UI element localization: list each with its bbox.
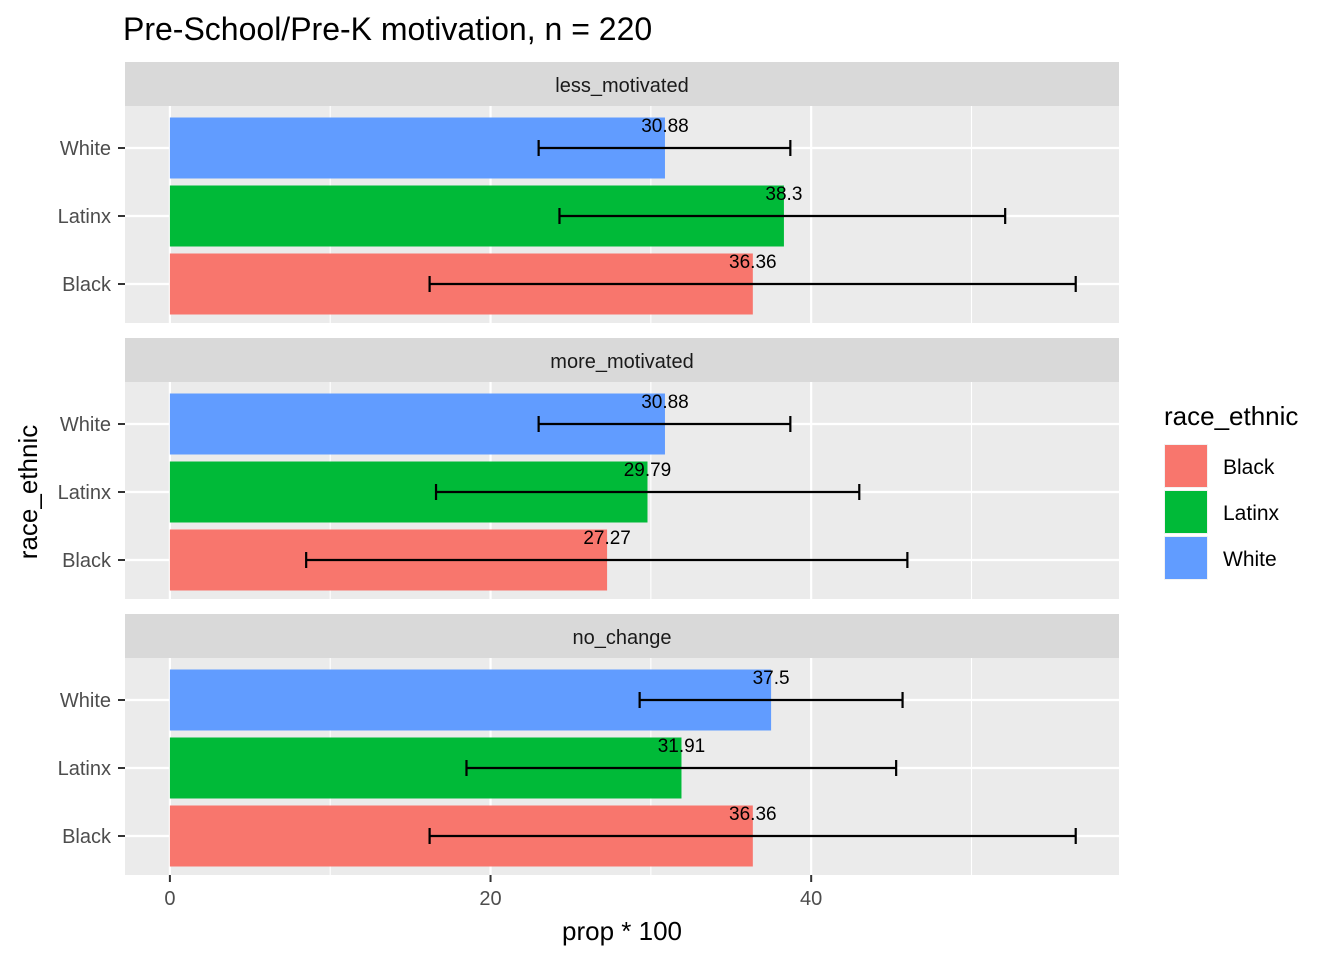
y-tick-label: White — [60, 414, 111, 436]
data-label: 38.3 — [765, 184, 802, 205]
facet-strip — [125, 338, 1119, 382]
y-axis-title: race_ethnic — [13, 425, 43, 559]
facet-strip-label: no_change — [573, 627, 672, 649]
data-label: 30.88 — [641, 116, 689, 137]
data-label: 29.79 — [624, 460, 672, 481]
facet-panel-less_motivated: less_motivated 30.88 White 38.3 Latinx 36.36 B… — [58, 62, 1119, 323]
legend-keys: Black Latinx White — [1164, 444, 1280, 580]
data-label: 36.36 — [729, 252, 777, 273]
legend-label: White — [1223, 548, 1277, 571]
data-label: 37.5 — [753, 668, 790, 689]
facet-strip-label: less_motivated — [555, 75, 688, 97]
legend-label: Black — [1223, 456, 1275, 479]
x-axis-title: prop * 100 — [562, 916, 682, 946]
y-tick-label: Latinx — [58, 206, 111, 228]
chart-title: Pre-School/Pre-K motivation, n = 220 — [123, 11, 652, 47]
data-label: 31.91 — [658, 736, 706, 757]
facet-strip — [125, 614, 1119, 658]
y-tick-label: White — [60, 138, 111, 160]
x-tick-label: 0 — [164, 888, 175, 910]
legend-swatch-latinx — [1165, 491, 1207, 533]
y-tick-label: Black — [62, 274, 112, 296]
data-label: 36.36 — [729, 804, 777, 825]
facet-strip — [125, 62, 1119, 106]
y-tick-label: Black — [62, 550, 112, 572]
x-tick-label: 20 — [479, 888, 501, 910]
y-tick-label: Latinx — [58, 482, 111, 504]
data-label: 27.27 — [583, 528, 631, 549]
y-tick-label: Black — [62, 826, 112, 848]
data-label: 30.88 — [641, 392, 689, 413]
legend: race_ethnic Black Latinx White — [1164, 401, 1298, 580]
legend-title: race_ethnic — [1164, 401, 1298, 431]
legend-swatch-black — [1165, 445, 1207, 487]
facet-strip-label: more_motivated — [550, 351, 693, 373]
facet-panel-more_motivated: more_motivated 30.88 White 29.79 Latinx 27.27… — [58, 338, 1119, 599]
y-tick-label: Latinx — [58, 758, 111, 780]
facet-panel-no_change: no_change 37.5 White 31.91 Latinx 36.36 Black — [58, 614, 1119, 875]
legend-label: Latinx — [1223, 502, 1280, 525]
facet-panels: less_motivated 30.88 White 38.3 Latinx 36.36 B… — [58, 62, 1119, 875]
legend-swatch-white — [1165, 537, 1207, 579]
x-axis: 0 20 40 — [164, 875, 822, 910]
x-tick-label: 40 — [800, 888, 822, 910]
y-tick-label: White — [60, 690, 111, 712]
